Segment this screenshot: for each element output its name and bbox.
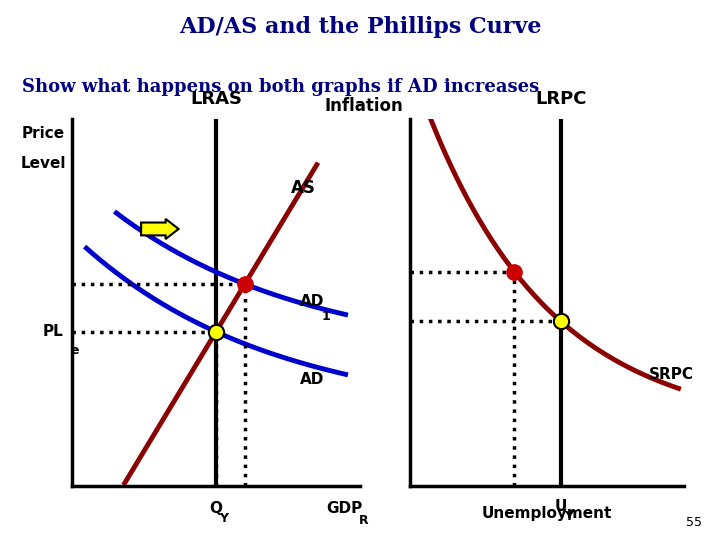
Text: Unemployment: Unemployment — [482, 506, 613, 521]
FancyArrow shape — [141, 219, 179, 239]
Text: AS: AS — [291, 179, 316, 197]
Text: PL: PL — [42, 325, 63, 339]
Text: R: R — [359, 514, 369, 526]
Text: 55: 55 — [686, 516, 702, 529]
Text: GDP: GDP — [327, 501, 363, 516]
Text: AD: AD — [300, 294, 324, 309]
Text: Y: Y — [564, 510, 574, 523]
Text: AD/AS and the Phillips Curve: AD/AS and the Phillips Curve — [179, 16, 541, 38]
Text: LRAS: LRAS — [190, 90, 242, 108]
Text: Show what happens on both graphs if AD increases: Show what happens on both graphs if AD i… — [22, 78, 539, 96]
Text: Q: Q — [210, 501, 222, 516]
Text: Price: Price — [22, 126, 65, 141]
Text: AD: AD — [300, 373, 324, 387]
Text: LRPC: LRPC — [535, 90, 587, 108]
Text: Level: Level — [20, 156, 66, 171]
Text: Inflation: Inflation — [324, 97, 403, 115]
Text: 1: 1 — [321, 310, 330, 323]
Text: e: e — [71, 343, 79, 356]
Text: Y: Y — [219, 512, 228, 525]
Text: U: U — [554, 499, 567, 514]
Text: SRPC: SRPC — [649, 367, 693, 382]
